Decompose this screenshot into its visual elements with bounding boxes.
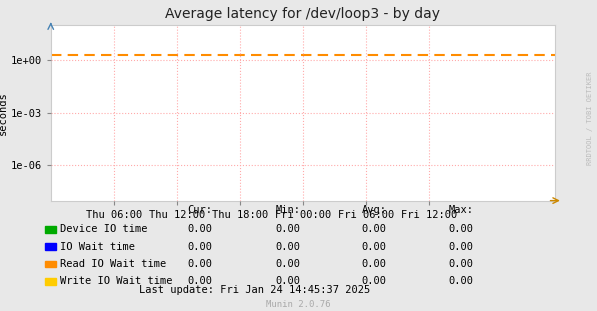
Text: RRDTOOL / TOBI OETIKER: RRDTOOL / TOBI OETIKER [587, 72, 593, 165]
Text: 0.00: 0.00 [275, 259, 300, 269]
Title: Average latency for /dev/loop3 - by day: Average latency for /dev/loop3 - by day [165, 7, 441, 21]
Text: Read IO Wait time: Read IO Wait time [60, 259, 166, 269]
Text: Cur:: Cur: [187, 205, 212, 215]
Text: 0.00: 0.00 [187, 224, 212, 234]
Text: 0.00: 0.00 [362, 276, 387, 286]
Text: Write IO Wait time: Write IO Wait time [60, 276, 172, 286]
Text: 0.00: 0.00 [187, 276, 212, 286]
Text: 0.00: 0.00 [362, 242, 387, 252]
Text: 0.00: 0.00 [448, 276, 473, 286]
Text: 0.00: 0.00 [187, 242, 212, 252]
Text: IO Wait time: IO Wait time [60, 242, 135, 252]
Text: Min:: Min: [275, 205, 300, 215]
Text: Avg:: Avg: [362, 205, 387, 215]
Text: Munin 2.0.76: Munin 2.0.76 [266, 300, 331, 309]
Text: Last update: Fri Jan 24 14:45:37 2025: Last update: Fri Jan 24 14:45:37 2025 [139, 285, 370, 295]
Text: 0.00: 0.00 [275, 276, 300, 286]
Text: 0.00: 0.00 [362, 259, 387, 269]
Text: 0.00: 0.00 [448, 242, 473, 252]
Text: 0.00: 0.00 [187, 259, 212, 269]
Text: Device IO time: Device IO time [60, 224, 147, 234]
Text: 0.00: 0.00 [275, 224, 300, 234]
Text: 0.00: 0.00 [448, 224, 473, 234]
Y-axis label: seconds: seconds [0, 91, 8, 135]
Text: 0.00: 0.00 [362, 224, 387, 234]
Text: Max:: Max: [448, 205, 473, 215]
Text: 0.00: 0.00 [275, 242, 300, 252]
Text: 0.00: 0.00 [448, 259, 473, 269]
